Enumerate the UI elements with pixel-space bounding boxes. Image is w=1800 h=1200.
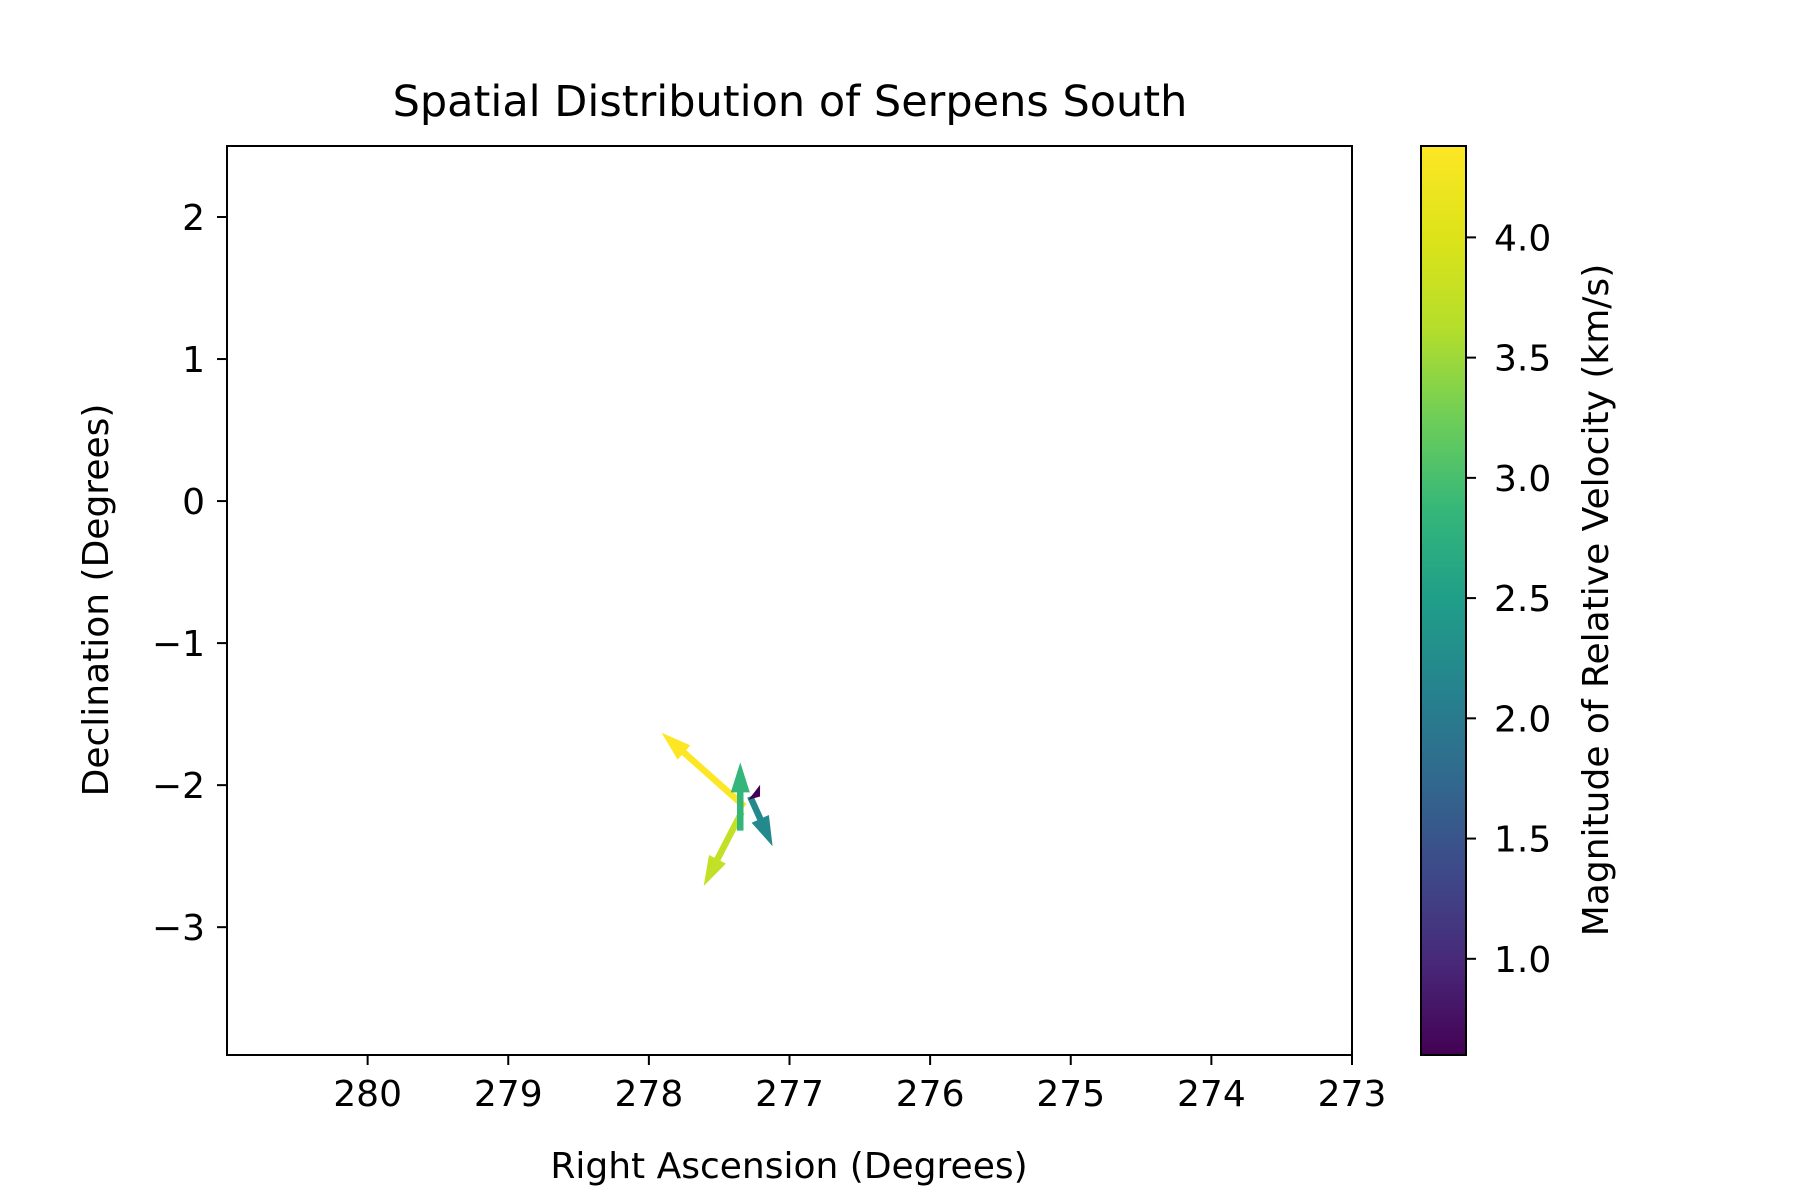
x-axis-label: Right Ascension (Degrees) — [550, 1146, 1027, 1187]
colorbar-tick-label: 4.0 — [1494, 218, 1551, 259]
colorbar-tick-label: 3.5 — [1494, 339, 1551, 380]
velocity-arrow — [730, 762, 750, 831]
x-tick-label: 277 — [755, 1074, 824, 1115]
velocity-arrow — [747, 795, 773, 847]
y-tick-label: −1 — [152, 624, 205, 665]
velocity-arrow — [703, 810, 745, 886]
colorbar-tick-label: 2.5 — [1494, 579, 1551, 620]
y-tick-label: −3 — [152, 908, 205, 949]
velocity-arrow — [661, 732, 747, 809]
colorbar-ticks: 1.0 1.5 2.0 2.5 3.0 3.5 4.0 — [1466, 218, 1551, 981]
colorbar-tick-label: 1.5 — [1494, 820, 1551, 861]
y-tick-label: 0 — [182, 482, 205, 523]
colorbar-tick-label: 3.0 — [1494, 459, 1551, 500]
colorbar-tick-label: 2.0 — [1494, 699, 1551, 740]
plot-frame — [226, 145, 1353, 1056]
colorbar-tick-label: 1.0 — [1494, 940, 1551, 981]
y-tick-label: 1 — [182, 340, 205, 381]
x-tick-label: 279 — [474, 1074, 543, 1115]
colorbar-label: Magnitude of Relative Velocity (km/s) — [1576, 264, 1617, 937]
y-axis-label: Declination (Degrees) — [76, 404, 117, 797]
x-tick-label: 276 — [896, 1074, 965, 1115]
x-tick-label: 280 — [333, 1074, 402, 1115]
x-axis-ticks: 280 279 278 277 276 275 274 273 — [333, 1055, 1386, 1115]
x-tick-label: 273 — [1318, 1074, 1387, 1115]
x-tick-label: 275 — [1036, 1074, 1105, 1115]
y-tick-label: 2 — [182, 198, 205, 239]
arrow-layer — [661, 732, 773, 886]
y-tick-label: −2 — [152, 766, 205, 807]
colorbar — [1420, 145, 1467, 1056]
velocity-arrow — [748, 784, 761, 800]
x-tick-label: 278 — [615, 1074, 684, 1115]
chart-title: Spatial Distribution of Serpens South — [393, 77, 1188, 127]
y-axis-ticks: 2 1 0 −1 −2 −3 — [152, 198, 227, 949]
x-tick-label: 274 — [1177, 1074, 1246, 1115]
